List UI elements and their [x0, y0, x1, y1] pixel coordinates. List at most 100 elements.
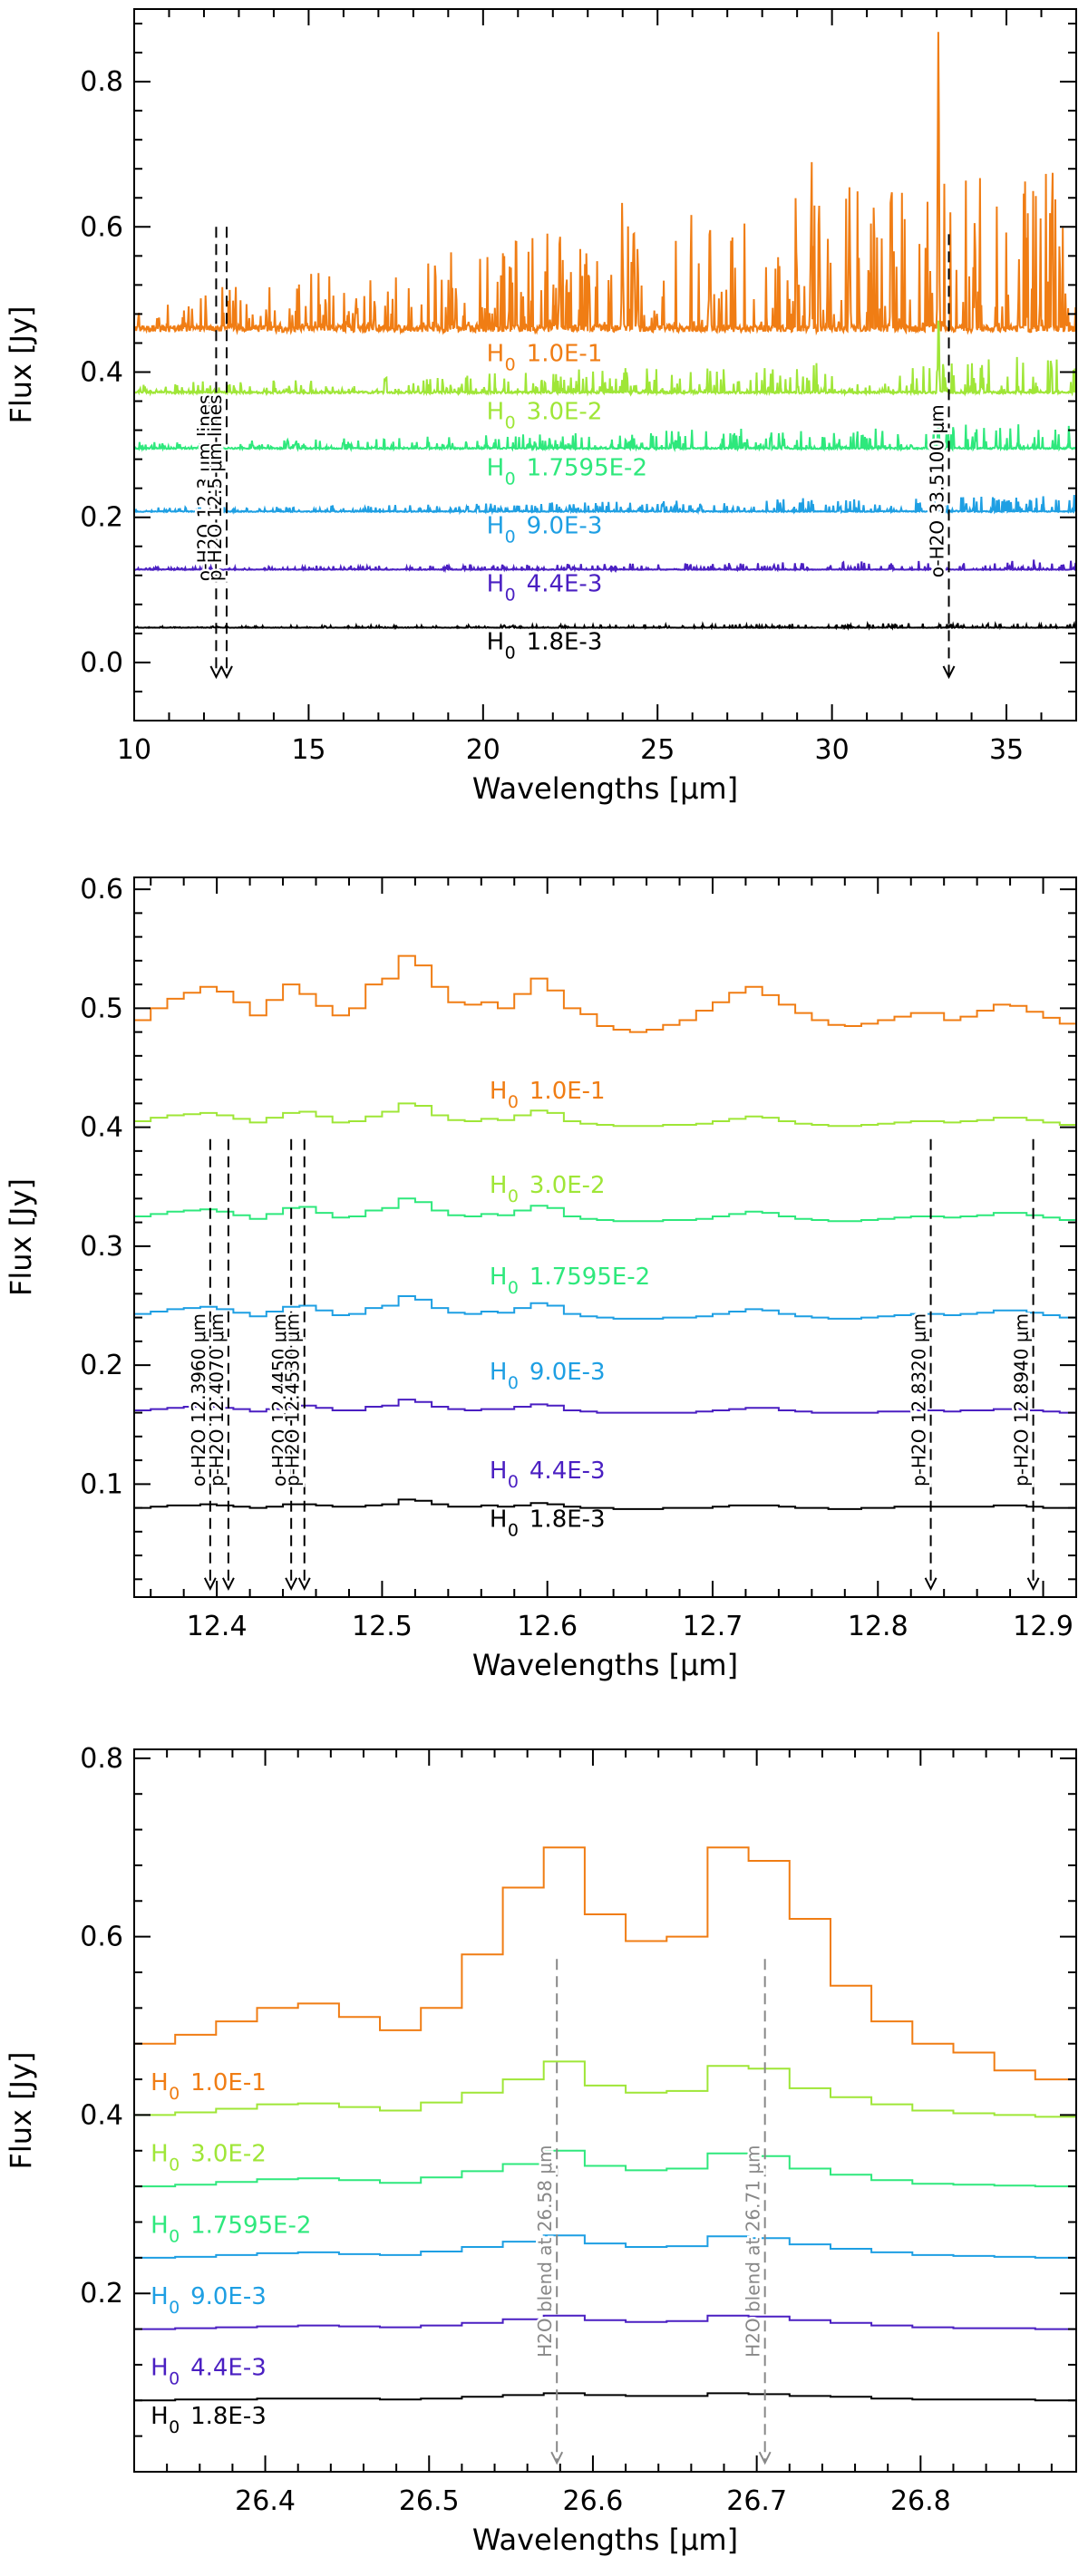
series-label-main: H [487, 512, 505, 539]
series-label-4: H 0 4.4E-3 [151, 2355, 267, 2389]
annotation-label: o-H2O 12.4450 μm [268, 1313, 290, 1487]
annotation-label: p-H2O 12.8940 μm [1011, 1313, 1033, 1487]
series-line-2 [134, 416, 1076, 453]
series-label-sub: 0 [169, 2226, 180, 2246]
series-line-0 [134, 1846, 1076, 2081]
annotation-label: o-H2O 12.3 μm lines [193, 395, 215, 582]
series-label-main: H [490, 1078, 508, 1105]
annotation-1: p-H2O 12.5 μm lines [201, 227, 233, 680]
series-label-main: H [487, 399, 505, 426]
series-label-main: H [151, 2141, 169, 2168]
plot-area [134, 32, 1076, 632]
annotation-1: H2O blend at 26.71 μm [740, 1959, 772, 2465]
series-label-1: H 0 3.0E-2 [151, 2141, 267, 2175]
series-label-2: H 0 1.7595E-2 [151, 2212, 311, 2246]
series-label-3: H 0 9.0E-3 [490, 1359, 606, 1393]
chart-panel-middle: H 0 1.0E-1H 0 3.0E-2H 0 1.7595E-2H 0 9.0E-3H 0 4.4… [4, 874, 1077, 1682]
series-label-sub: 0 [169, 2084, 180, 2104]
series-label-value: 1.7595E-2 [527, 454, 647, 481]
y-tick-label: 0.1 [80, 1468, 123, 1500]
y-tick-label: 0.8 [80, 66, 123, 98]
annotation-arrow [1026, 1577, 1040, 1592]
series-label-4: H 0 4.4E-3 [490, 1457, 606, 1492]
annotation-2: o-H2O 33.5100 μm [924, 234, 956, 680]
chart-panel-top: H 0 1.0E-1H 0 3.0E-2H 0 1.7595E-2H 0 9.0E-3H 0 4.4… [4, 8, 1077, 806]
annotation-arrow [758, 2451, 772, 2465]
x-tick-label: 10 [117, 734, 151, 766]
y-tick-label: 0.6 [80, 874, 123, 905]
series-label-sub: 0 [505, 354, 516, 374]
series-label-value: 3.0E-2 [190, 2141, 267, 2168]
series-label-sub: 0 [508, 1373, 519, 1393]
series-label-main: H [151, 2403, 169, 2430]
series-label-sub: 0 [508, 1521, 519, 1541]
series-label-3: H 0 9.0E-3 [487, 512, 603, 547]
annotation-arrow [209, 665, 223, 680]
series-label-main: H [151, 2283, 169, 2310]
series-line-5 [134, 1498, 1076, 1510]
plot-area [134, 1846, 1076, 2402]
series-label-value: 4.4E-3 [190, 2355, 267, 2382]
series-label-sub: 0 [505, 585, 516, 605]
series-label-main: H [487, 340, 505, 367]
series-label-1: H 0 3.0E-2 [490, 1172, 606, 1206]
axes-frame [133, 1748, 1077, 2473]
y-tick-label: 0.2 [80, 2278, 123, 2310]
series-label-1: H 0 3.0E-2 [487, 399, 603, 433]
series-label-main: H [487, 629, 505, 656]
series-label-main: H [487, 570, 505, 597]
annotation-1: p-H2O 12.4070 μm [203, 1138, 235, 1592]
series-label-value: 9.0E-3 [529, 1359, 606, 1386]
annotation-label: p-H2O 12.8320 μm [908, 1313, 930, 1487]
annotation-2: o-H2O 12.4450 μm [267, 1138, 298, 1592]
series-line-1 [134, 2060, 1076, 2118]
series-label-value: 9.0E-3 [527, 512, 603, 539]
x-tick-label: 26.5 [399, 2485, 460, 2517]
y-tick-label: 0.6 [80, 1922, 123, 1953]
y-axis-label: Flux [Jy] [4, 1178, 38, 1296]
series-label-value: 1.0E-1 [527, 340, 603, 367]
series-label-sub: 0 [169, 2155, 180, 2175]
axes-frame [133, 876, 1077, 1598]
y-tick-label: 0.4 [80, 2099, 123, 2131]
series-label-4: H 0 4.4E-3 [487, 570, 603, 605]
x-tick-label: 12.4 [187, 1611, 248, 1642]
y-axis-label: Flux [Jy] [4, 2051, 38, 2169]
series-label-main: H [490, 1264, 508, 1291]
annotation-arrow [220, 665, 233, 680]
y-tick-label: 0.4 [80, 1112, 123, 1144]
series-label-value: 1.8E-3 [190, 2403, 267, 2430]
y-tick-label: 0.8 [80, 1743, 123, 1775]
series-label-sub: 0 [508, 1278, 519, 1298]
x-tick-label: 25 [640, 734, 675, 766]
series-label-value: 1.7595E-2 [190, 2212, 311, 2239]
series-label-sub: 0 [508, 1186, 519, 1206]
series-label-main: H [487, 454, 505, 481]
chart-panel-bottom: H 0 1.0E-1H 0 3.0E-2H 0 1.7595E-2H 0 9.0E-3H 0 4.4… [4, 1743, 1077, 2557]
x-axis-label: Wavelengths [μm] [472, 771, 738, 806]
series-label-sub: 0 [505, 527, 516, 547]
y-tick-label: 0.0 [80, 647, 123, 679]
series-line-3 [134, 494, 1076, 516]
annotation-arrow [203, 1577, 217, 1592]
series-label-sub: 0 [169, 2298, 180, 2318]
x-tick-label: 26.6 [563, 2485, 624, 2517]
x-axis-label: Wavelengths [μm] [472, 1648, 738, 1682]
series-label-5: H 0 1.8E-3 [487, 629, 603, 663]
annotation-label: H2O blend at 26.71 μm [743, 2145, 764, 2357]
annotation-label: p-H2O 12.5 μm lines [204, 394, 226, 581]
series-label-0: H 0 1.0E-1 [490, 1078, 606, 1112]
annotation-0: H2O blend at 26.58 μm [532, 1959, 564, 2465]
series-label-main: H [490, 1359, 508, 1386]
series-label-sub: 0 [169, 2417, 180, 2437]
annotation-label: p-H2O 12.4530 μm [282, 1313, 304, 1487]
x-tick-label: 12.8 [848, 1611, 908, 1642]
series-label-main: H [490, 1172, 508, 1199]
series-label-5: H 0 1.8E-3 [490, 1506, 606, 1541]
annotation-0: o-H2O 12.3960 μm [185, 1138, 217, 1592]
x-tick-label: 26.8 [890, 2485, 951, 2517]
series-label-main: H [151, 2069, 169, 2097]
series-label-value: 4.4E-3 [527, 570, 603, 597]
series-label-5: H 0 1.8E-3 [151, 2403, 267, 2437]
